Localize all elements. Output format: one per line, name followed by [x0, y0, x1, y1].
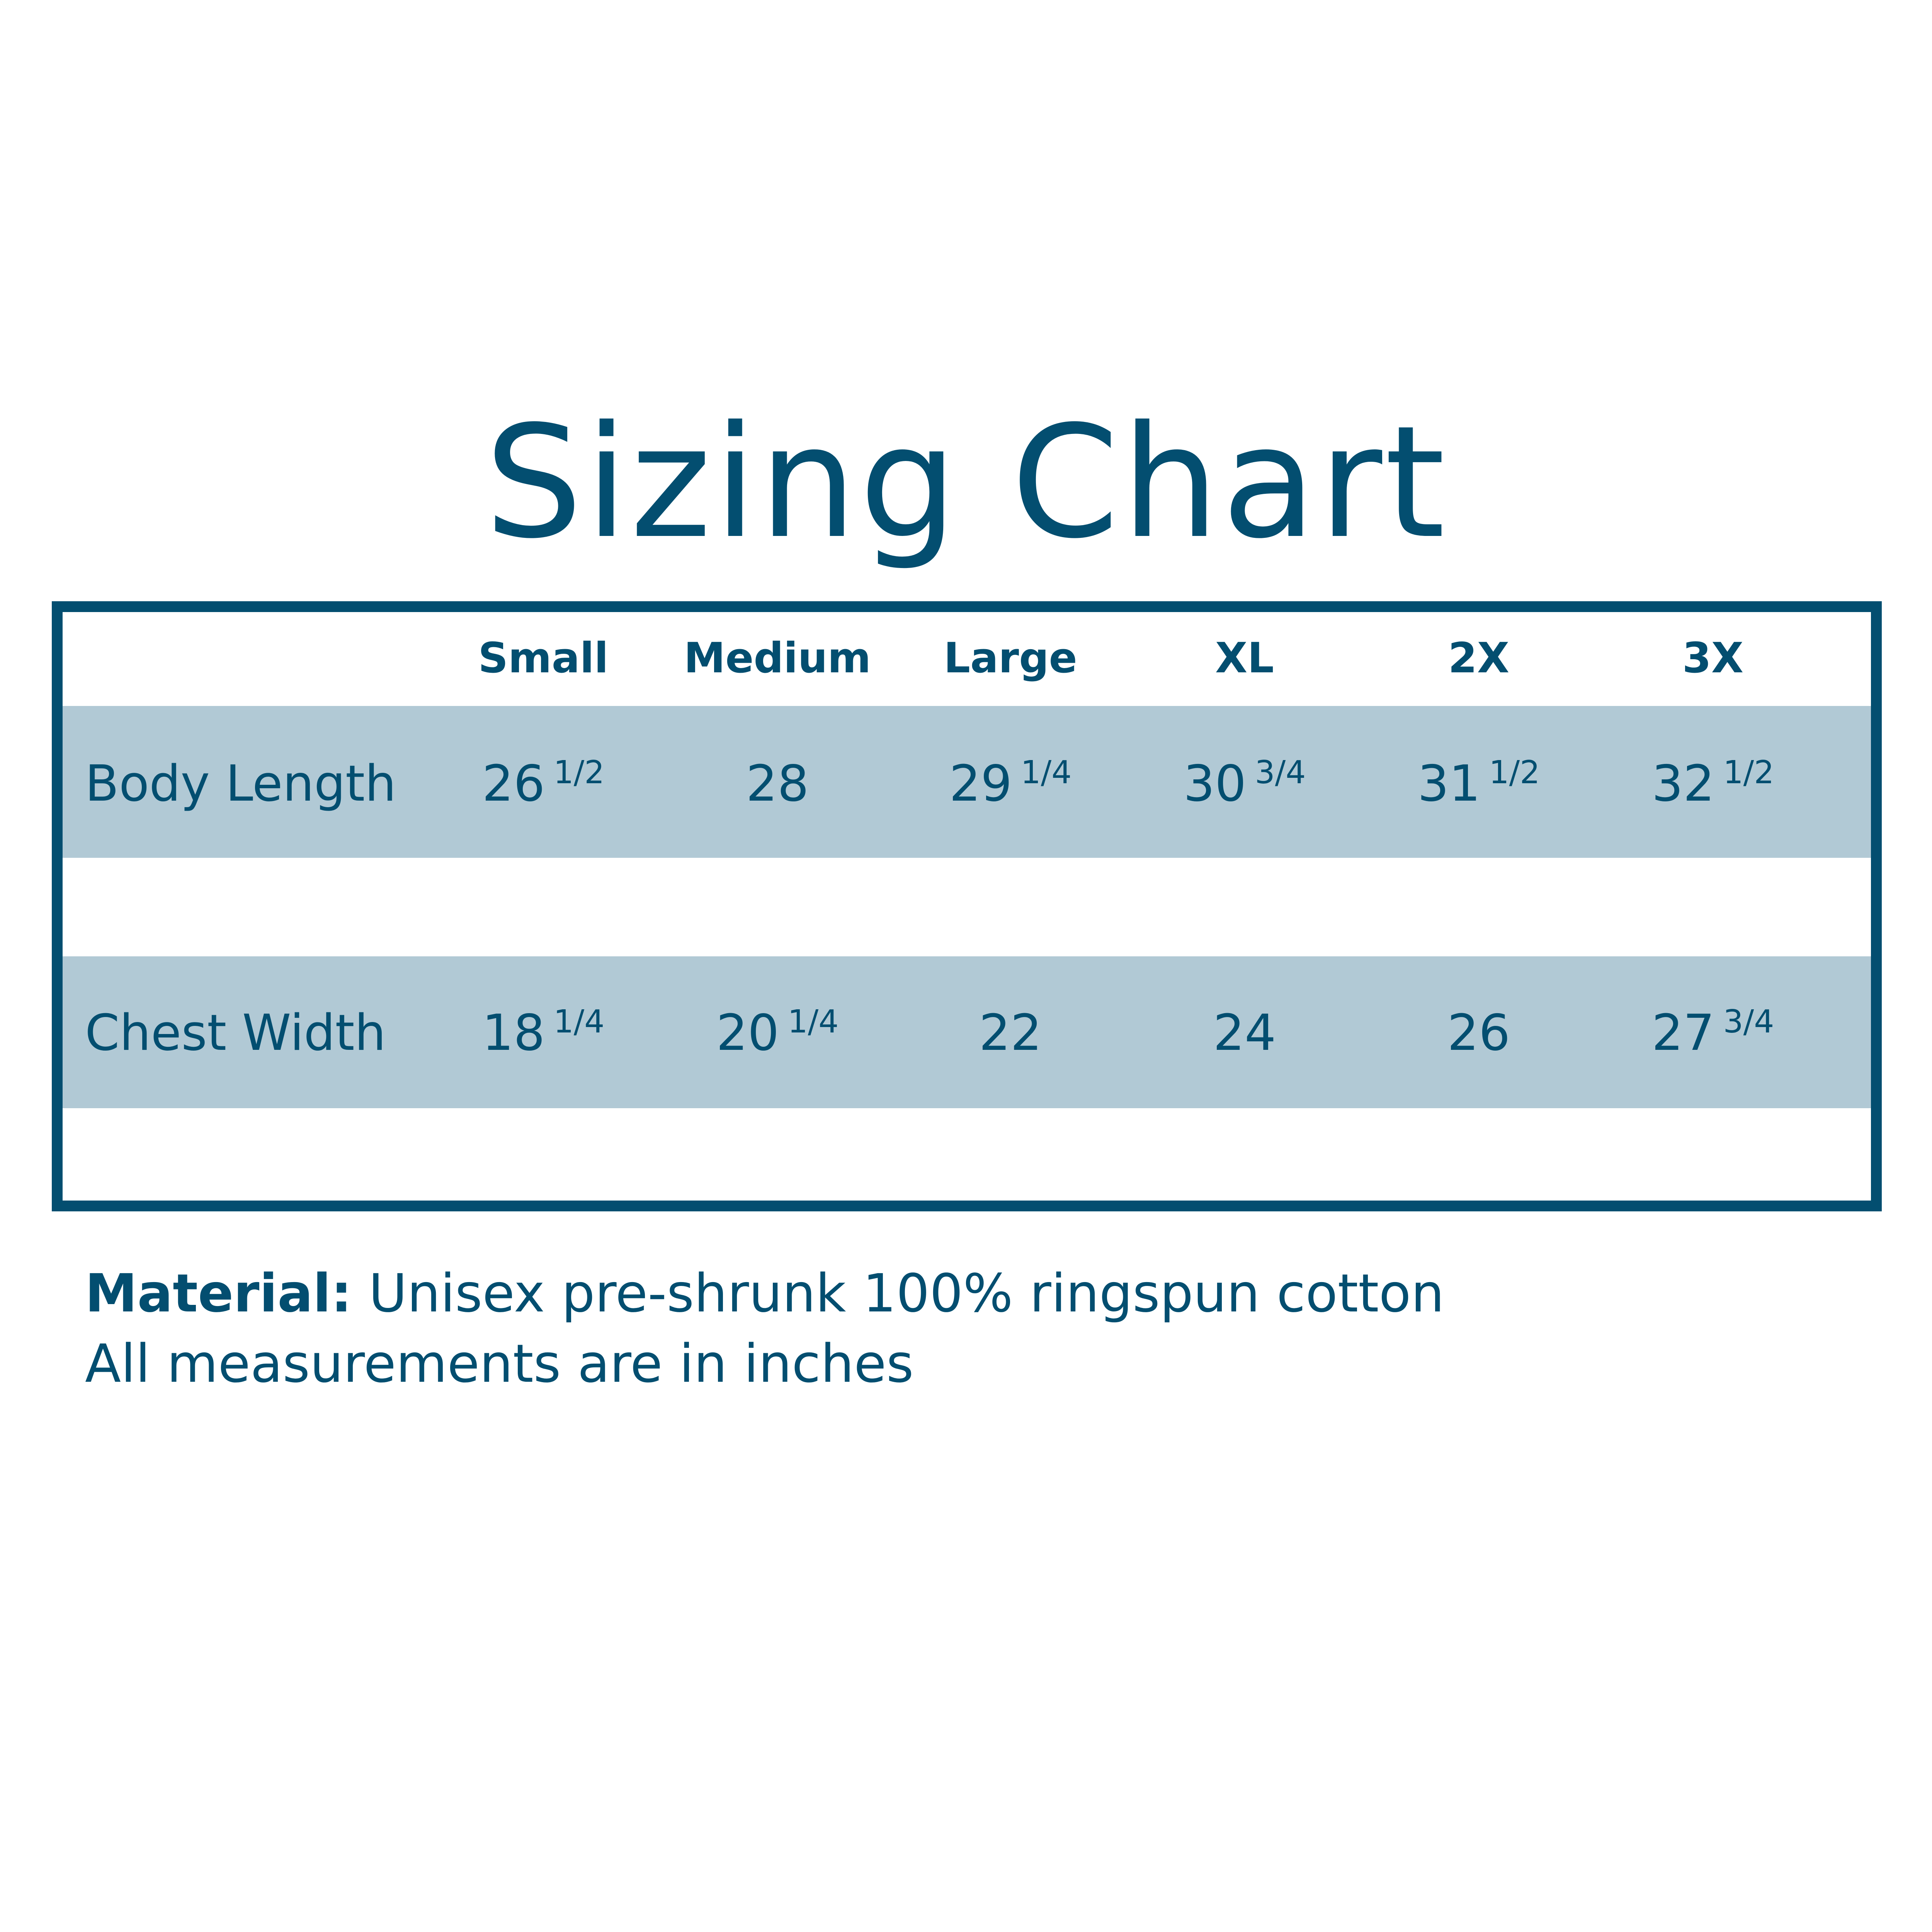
cell-fraction: 1/2: [1723, 754, 1774, 791]
table-cell: 18 1/4: [427, 1006, 659, 1058]
table-cell: 27 3/4: [1597, 1006, 1829, 1058]
column-header: 2X: [1448, 634, 1510, 682]
table-cell: 20 1/4: [662, 1006, 893, 1058]
cell-whole: 32: [1651, 755, 1715, 813]
cell-whole: 28: [746, 755, 809, 813]
column-header: XL: [1215, 634, 1274, 682]
material-line: Material: Unisex pre-shrunk 100% ringspu…: [85, 1267, 1444, 1320]
cell-whole: 26: [482, 755, 545, 813]
material-label: Material:: [85, 1263, 352, 1324]
cell-fraction: 1/4: [787, 1003, 839, 1040]
table-cell: 22: [895, 1009, 1126, 1058]
table-cell: 32 1/2: [1597, 757, 1829, 809]
cell-whole: 20: [716, 1004, 779, 1062]
row-label: Chest Width: [85, 1004, 386, 1062]
table-cell: 30 3/4: [1129, 757, 1361, 809]
cell-fraction: 1/4: [553, 1003, 605, 1040]
cell-whole: 31: [1417, 755, 1481, 813]
units-note: All measurements are in inches: [85, 1333, 914, 1395]
cell-fraction: 1/4: [1020, 754, 1072, 791]
column-header: 3X: [1682, 634, 1744, 682]
row-band-chest-width: [63, 956, 1871, 1108]
cell-whole: 24: [1213, 1004, 1276, 1062]
cell-whole: 29: [949, 755, 1012, 813]
page-title: Sizing Chart: [485, 393, 1447, 573]
cell-fraction: 1/2: [1489, 754, 1540, 791]
cell-whole: 27: [1651, 1004, 1715, 1062]
cell-fraction: 3/4: [1255, 754, 1306, 791]
column-header: Small: [478, 634, 609, 682]
column-header: Large: [944, 634, 1077, 682]
row-label: Body Length: [85, 755, 396, 813]
material-text: Unisex pre-shrunk 100% ringspun cotton: [369, 1263, 1444, 1324]
cell-fraction: 1/2: [553, 754, 605, 791]
table-cell: 26: [1363, 1009, 1595, 1058]
sizing-table: [52, 601, 1882, 1211]
cell-whole: 30: [1183, 755, 1247, 813]
cell-whole: 22: [979, 1004, 1042, 1062]
table-cell: 31 1/2: [1363, 757, 1595, 809]
table-cell: 26 1/2: [427, 757, 659, 809]
cell-whole: 26: [1447, 1004, 1510, 1062]
table-cell: 28: [662, 759, 893, 809]
table-cell: 24: [1129, 1009, 1361, 1058]
table-cell: 29 1/4: [895, 757, 1126, 809]
column-header: Medium: [684, 634, 871, 682]
cell-fraction: 3/4: [1723, 1003, 1774, 1040]
row-band-body-length: [63, 706, 1871, 858]
cell-whole: 18: [482, 1004, 545, 1062]
